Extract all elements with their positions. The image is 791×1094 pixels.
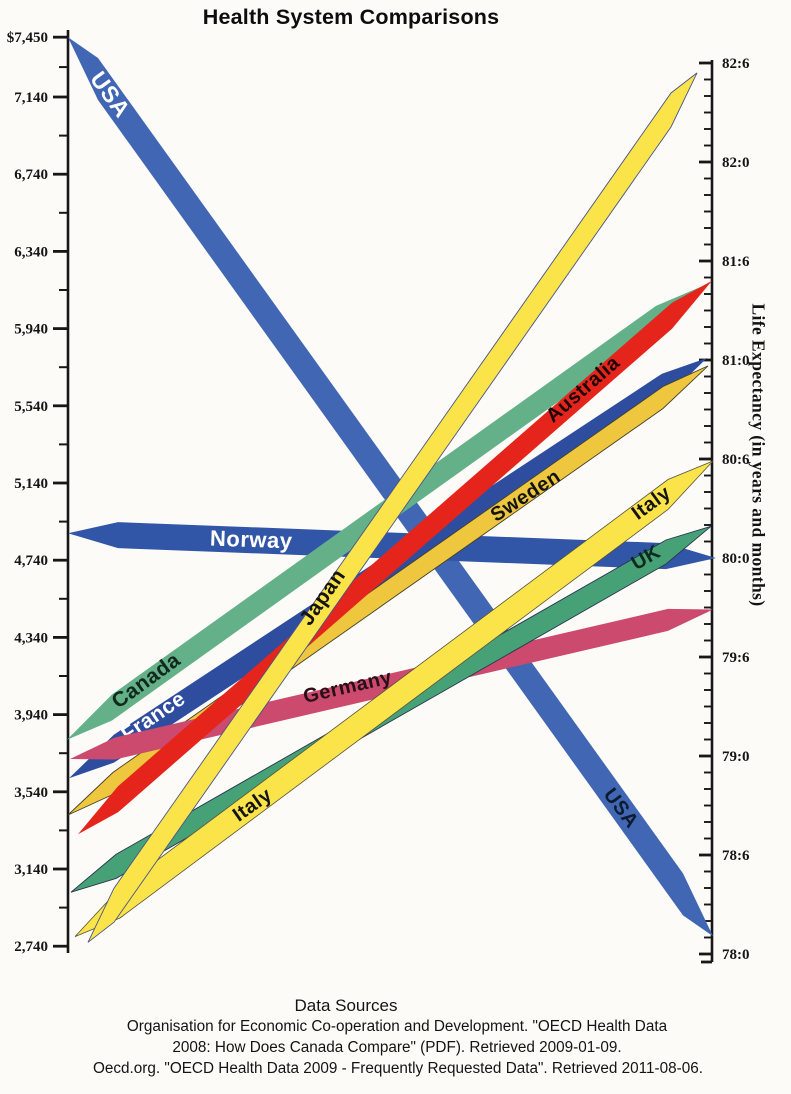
right-axis-title: Life Expectancy (in years and months)	[748, 303, 769, 607]
ribbon-shape-japan	[87, 72, 698, 943]
country-label-norway: Norway	[210, 526, 294, 554]
left-axis-tick-label: 7,140	[14, 90, 48, 106]
left-axis-tick-label: 5,140	[14, 476, 48, 492]
right-axis-tick-label: 79:6	[722, 650, 750, 666]
right-axis-tick-label: 82:0	[722, 155, 750, 171]
left-axis-tick-label: 4,740	[14, 553, 48, 569]
right-axis-tick-label: 82:6	[722, 56, 750, 72]
left-axis-tick-label: 3,940	[14, 708, 48, 724]
right-axis-tick-label: 81:0	[722, 353, 750, 369]
left-axis-tick-label: 4,340	[14, 630, 48, 646]
left-axis-tick-label: 6,340	[14, 244, 48, 260]
data-sources-line: Oecd.org. "OECD Health Data 2009 - Frequ…	[92, 1060, 704, 1077]
ribbon-shape-norway	[68, 522, 716, 570]
left-axis-tick-label: 5,940	[14, 322, 48, 338]
right-axis-tick-label: 78:0	[722, 947, 750, 963]
chart-title: Health System Comparisons	[202, 5, 500, 29]
left-axis: $7,450 7,140 6,740 6,340 5,940 5,540 5,140 4,74…	[7, 30, 70, 955]
ribbon-norway: Norway	[68, 522, 716, 570]
right-axis-tick-label: 79:0	[722, 749, 750, 765]
ribbon-shape-australia	[78, 280, 712, 835]
data-sources-line: Organisation for Economic Co-operation a…	[126, 1018, 668, 1035]
left-axis-tick-label: $7,450	[7, 30, 48, 46]
left-axis-tick-label: 6,740	[14, 167, 48, 183]
right-axis-tick-label: 80:0	[722, 551, 750, 567]
data-sources-heading: Data Sources	[294, 996, 398, 1015]
ribbon-shape-usa	[68, 37, 713, 937]
left-axis-tick-label: 3,540	[14, 785, 48, 801]
right-axis-tick-label: 80:6	[722, 452, 750, 468]
right-axis-tick-label: 78:6	[722, 848, 750, 864]
right-axis: 82:6 82:0 81:6 81:0 80:6 80:0 79:6 79:0 78:6 78:0	[699, 56, 750, 964]
left-axis-tick-label: 5,540	[14, 399, 48, 415]
ribbon-germany: Germany	[70, 608, 713, 760]
right-axis-tick-label: 81:6	[722, 254, 750, 270]
data-sources-line: 2008: How Does Canada Compare" (PDF). Re…	[172, 1039, 622, 1056]
left-axis-tick-label: 3,140	[14, 862, 48, 878]
left-axis-tick-label: 2,740	[14, 939, 48, 955]
